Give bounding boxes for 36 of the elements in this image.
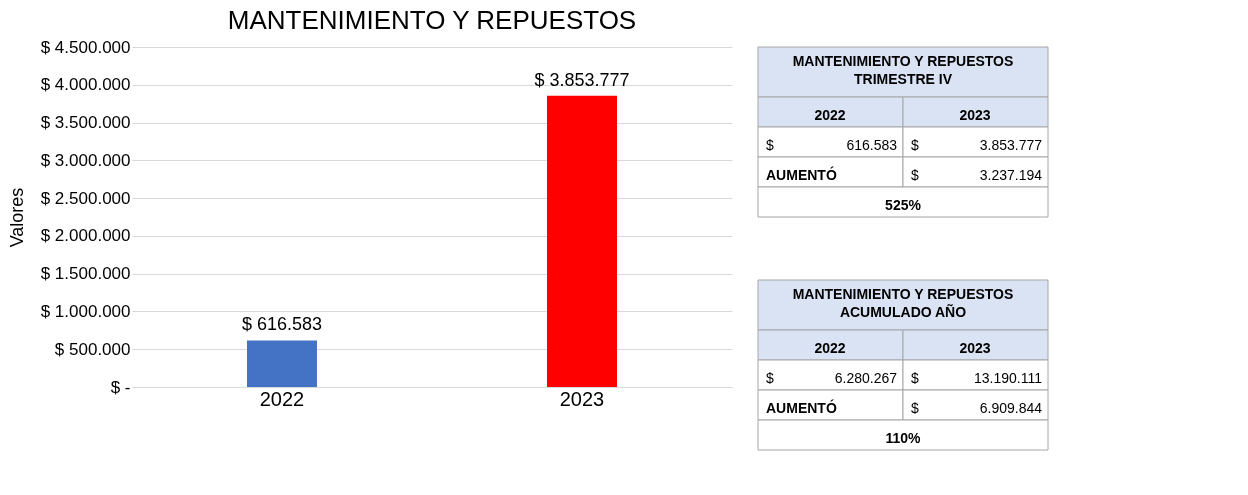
text: 2023 [959,340,991,356]
text: 13.190.111 [974,370,1043,386]
text: $ [911,137,919,153]
text: $ [911,167,919,183]
text: 3.237.194 [979,167,1043,183]
text: $ [911,370,919,386]
text: 6.909.844 [979,400,1043,416]
data-label: $ 3.853.777 [534,69,630,90]
text: 2022 [814,340,846,356]
text: 2022 [814,107,846,123]
y-axis-title: Valores [6,187,27,248]
text: 525% [885,197,922,213]
text: $ [766,137,774,153]
data-label: $ 616.583 [241,314,323,335]
text: 2023 [959,107,991,123]
text: MANTENIMIENTO Y REPUESTOS ACUMULADO AÑO [792,286,1014,320]
y-tick-label: $ 1.500.000 [40,264,131,284]
text: $ [766,370,774,386]
y-tick-label: $ 4.000.000 [40,75,131,95]
y-tick-label: $ 3.000.000 [40,150,131,170]
y-tick-label: $ 4.500.000 [40,37,131,57]
y-tick-label: $ 2.000.000 [40,226,131,246]
text: 3.853.777 [979,137,1043,153]
y-tick-label: $ 500.000 [54,339,131,359]
y-tick-label: $ 3.500.000 [40,113,131,133]
chart-title: MANTENIMIENTO Y REPUESTOS [227,5,637,35]
text: AUMENTÓ [766,166,837,183]
y-tick-label: $ 1.000.000 [40,301,131,321]
text: 110% [885,430,922,446]
text: 616.583 [846,137,898,153]
text: AUMENTÓ [766,399,837,416]
text: $ [911,400,919,416]
y-tick-label: $ 2.500.000 [40,188,131,208]
text: MANTENIMIENTO Y REPUESTOS TRIMESTRE IV [792,53,1014,87]
y-tick-label: $ - [110,377,131,397]
text: 6.280.267 [834,370,898,386]
